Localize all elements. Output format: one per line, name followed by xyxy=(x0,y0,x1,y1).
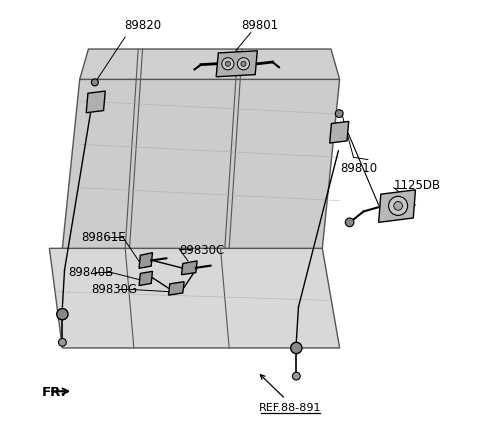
Text: 89861E: 89861E xyxy=(81,231,126,244)
Circle shape xyxy=(238,58,250,70)
Polygon shape xyxy=(80,49,340,79)
Text: 89801: 89801 xyxy=(241,19,278,32)
Text: 1125DB: 1125DB xyxy=(394,179,441,192)
Polygon shape xyxy=(86,91,105,113)
Polygon shape xyxy=(181,261,197,275)
Text: 89820: 89820 xyxy=(124,19,161,32)
Text: 89830C: 89830C xyxy=(180,244,225,257)
Text: 89810: 89810 xyxy=(341,162,378,175)
Polygon shape xyxy=(216,51,257,77)
Polygon shape xyxy=(168,282,184,295)
Circle shape xyxy=(241,61,246,66)
Circle shape xyxy=(336,110,343,117)
Circle shape xyxy=(394,201,402,210)
Polygon shape xyxy=(139,271,153,286)
Circle shape xyxy=(225,61,230,66)
Circle shape xyxy=(389,196,408,215)
Polygon shape xyxy=(330,121,349,143)
Circle shape xyxy=(59,338,66,346)
Polygon shape xyxy=(62,79,340,249)
Polygon shape xyxy=(379,190,416,222)
Circle shape xyxy=(57,309,68,320)
Text: 89840B: 89840B xyxy=(68,266,113,279)
Circle shape xyxy=(91,79,98,86)
Circle shape xyxy=(222,58,234,70)
Circle shape xyxy=(292,372,300,380)
Polygon shape xyxy=(49,249,340,348)
Text: FR.: FR. xyxy=(42,386,66,399)
Polygon shape xyxy=(139,252,153,268)
Text: REF.88-891: REF.88-891 xyxy=(259,403,321,413)
Circle shape xyxy=(345,218,354,227)
Text: 89830G: 89830G xyxy=(91,283,137,296)
Circle shape xyxy=(291,342,302,354)
